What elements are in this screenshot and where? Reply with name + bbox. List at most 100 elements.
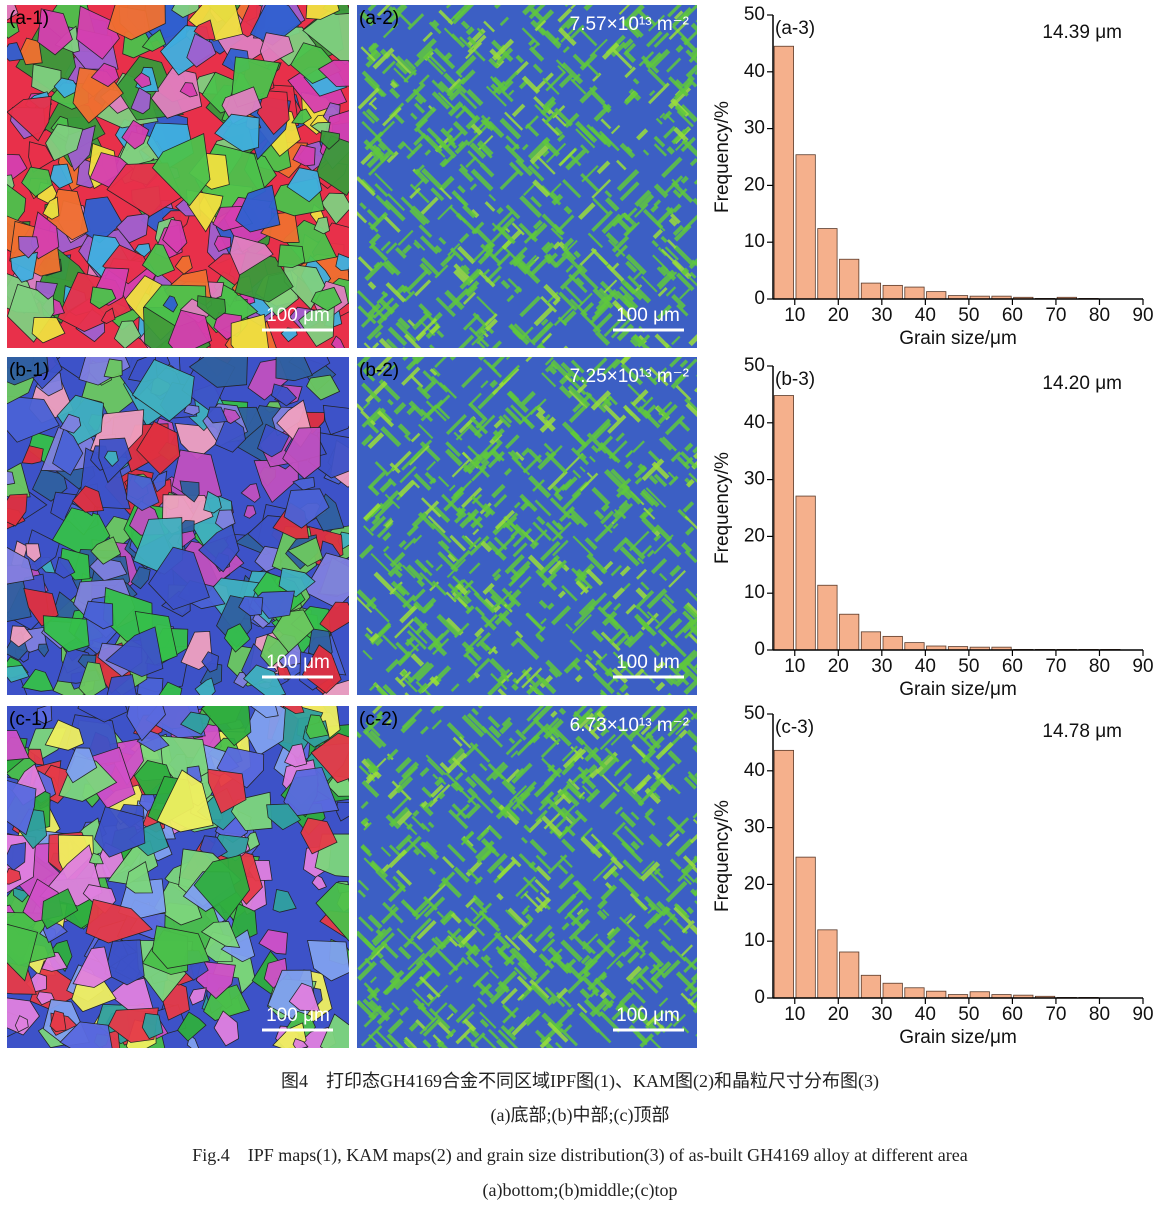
kam-texture	[630, 811, 640, 821]
grain	[115, 212, 150, 244]
kam-texture	[484, 243, 494, 253]
kam-texture	[447, 553, 457, 563]
kam-texture	[410, 112, 418, 120]
kam-texture	[658, 997, 669, 1007]
kam-texture	[619, 662, 631, 674]
kam-texture	[579, 772, 597, 790]
kam-texture	[653, 867, 661, 876]
kam-texture	[584, 391, 607, 413]
kam-texture	[536, 633, 545, 643]
kam-texture	[399, 643, 420, 664]
kam-texture	[539, 540, 561, 562]
kam-texture	[450, 486, 465, 501]
kam-texture	[504, 144, 525, 165]
kam-texture	[374, 637, 384, 647]
kam-texture	[435, 296, 456, 318]
kam-texture	[452, 781, 465, 793]
kam-texture	[558, 16, 575, 32]
kam-texture	[687, 771, 697, 792]
kam-texture	[493, 450, 505, 462]
kam-texture	[595, 751, 618, 774]
kam-texture	[500, 279, 511, 290]
kam-texture	[387, 561, 403, 578]
kam-texture	[526, 706, 546, 722]
kam-texture	[385, 282, 406, 303]
kam-texture	[491, 428, 505, 442]
kam-texture	[596, 938, 616, 958]
kam-texture	[510, 404, 532, 426]
kam-texture	[471, 465, 487, 482]
kam-texture	[380, 426, 402, 448]
kam-texture	[538, 599, 548, 609]
kam-texture	[589, 768, 601, 779]
grain	[90, 62, 120, 88]
kam-texture	[527, 554, 547, 574]
kam-texture	[634, 476, 643, 485]
kam-texture	[470, 123, 483, 136]
kam-texture	[495, 47, 514, 65]
kam-texture	[414, 95, 424, 105]
kam-texture	[437, 1040, 445, 1048]
kam-texture	[569, 639, 583, 653]
kam-texture	[674, 79, 685, 90]
kam-texture	[612, 501, 630, 519]
kam-texture	[521, 75, 541, 94]
kam-texture	[379, 958, 400, 979]
kam-texture	[484, 318, 498, 332]
kam-texture	[382, 545, 390, 553]
grain	[25, 543, 42, 563]
kam-texture	[401, 564, 416, 579]
kam-texture	[634, 189, 652, 207]
kam-texture	[476, 828, 490, 842]
kam-texture	[389, 969, 405, 985]
panel-label: (c-2)	[359, 709, 398, 730]
y-tick-label: 0	[754, 288, 765, 309]
kam-texture	[584, 659, 598, 672]
kam-texture	[480, 641, 491, 652]
kam-texture	[541, 138, 560, 157]
grain	[230, 313, 269, 348]
kam-texture	[529, 7, 545, 22]
kam-texture	[387, 193, 406, 212]
kam-texture	[625, 253, 647, 276]
kam-texture	[551, 952, 562, 963]
kam-texture	[561, 814, 584, 836]
kam-texture	[448, 288, 470, 310]
kam-texture	[543, 111, 557, 125]
kam-texture	[684, 602, 697, 621]
grain	[189, 987, 207, 1006]
kam-texture	[454, 139, 470, 155]
kam-texture	[470, 1032, 486, 1048]
grain	[256, 90, 290, 135]
grain	[7, 95, 52, 142]
kam-texture	[403, 69, 418, 83]
kam-texture	[387, 477, 397, 487]
kam-texture	[510, 750, 519, 758]
kam-texture	[641, 458, 665, 482]
kam-texture	[480, 614, 497, 631]
kam-texture	[382, 106, 402, 127]
grain	[113, 320, 142, 348]
kam-texture	[484, 265, 503, 283]
bar	[969, 991, 990, 999]
kam-texture	[478, 909, 501, 932]
kam-texture	[420, 597, 437, 614]
kam-texture	[487, 1028, 500, 1040]
kam-texture	[613, 508, 621, 516]
panel-label: (a-1)	[9, 8, 49, 29]
kam-texture	[460, 20, 470, 30]
kam-texture	[435, 404, 451, 420]
kam-texture	[435, 563, 443, 572]
kam-texture	[367, 5, 386, 12]
kam-texture	[573, 605, 595, 627]
kam-texture	[368, 168, 376, 176]
kam-texture	[419, 262, 433, 276]
kam-texture	[531, 321, 554, 344]
kam-texture	[412, 616, 427, 631]
kam-texture	[654, 610, 674, 630]
grain	[7, 357, 49, 386]
grain	[229, 235, 274, 276]
kam-texture	[357, 357, 374, 368]
kam-texture	[678, 729, 688, 739]
kam-texture	[685, 587, 697, 604]
